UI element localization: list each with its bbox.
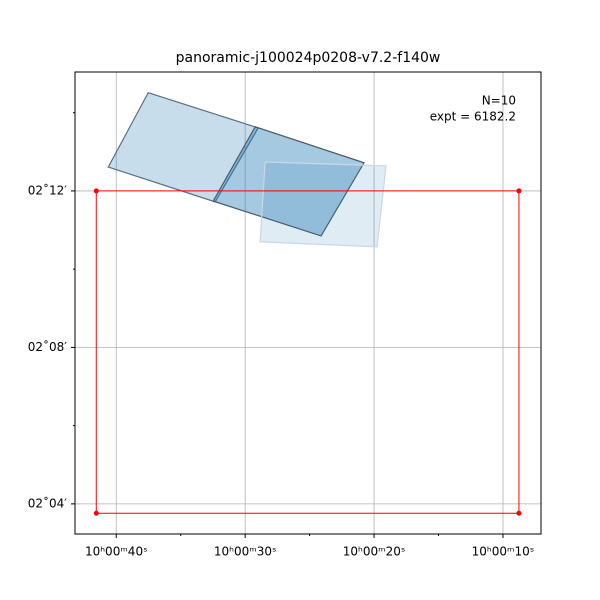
x-tick-label: 10ʰ00ᵐ10ˢ	[472, 545, 535, 559]
x-tick-label: 10ʰ00ᵐ40ˢ	[85, 545, 148, 559]
y-tick-label: 02˚08′	[28, 339, 68, 354]
y-tick-label: 02˚04′	[28, 495, 68, 510]
axes-frame	[74, 71, 542, 535]
outline-vertex	[516, 188, 522, 194]
annotation: N=10	[482, 94, 516, 108]
chart-title: panoramic-j100024p0208-v7.2-f140w	[176, 50, 441, 66]
y-tick-label: 02˚12′	[28, 182, 68, 197]
x-tick-label: 10ʰ00ᵐ30ˢ	[214, 545, 277, 559]
outline-vertex	[516, 510, 522, 516]
footprint	[212, 126, 365, 237]
x-tick-label: 10ʰ00ᵐ20ˢ	[343, 545, 406, 559]
outline-vertex	[93, 510, 99, 516]
annotation: expt = 6182.2	[430, 110, 516, 124]
outline-vertex	[93, 188, 99, 194]
footprint	[259, 161, 387, 248]
